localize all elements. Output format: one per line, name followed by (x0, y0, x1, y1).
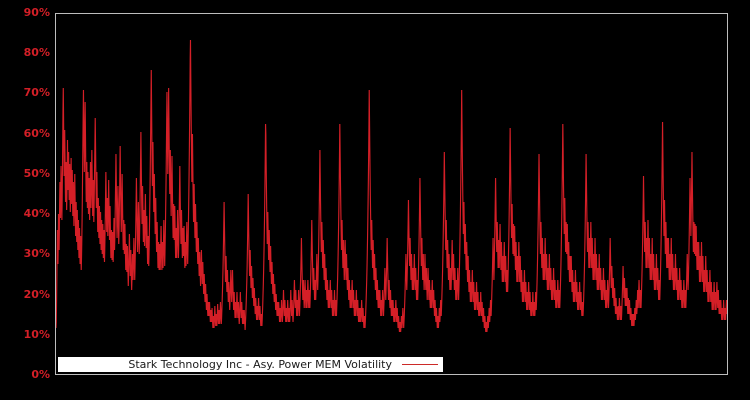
y-tick-label: 60% (23, 126, 50, 140)
y-tick-label: 80% (23, 46, 50, 60)
volatility-series-svg (56, 39, 727, 333)
volatility-series-line (56, 39, 727, 333)
y-tick-label: 10% (23, 327, 50, 341)
y-tick-label: 0% (31, 368, 50, 381)
legend-label: Stark Technology Inc - Asy. Power MEM Vo… (128, 358, 392, 371)
legend-line-swatch (402, 364, 438, 365)
y-tick-label: 20% (23, 287, 50, 301)
y-tick-label: 70% (23, 86, 50, 100)
plot-area (55, 13, 728, 375)
y-tick-label: 40% (23, 207, 50, 221)
y-tick-label: 50% (23, 166, 50, 180)
chart-legend: Stark Technology Inc - Asy. Power MEM Vo… (58, 357, 443, 372)
y-tick-label: 90% (23, 6, 50, 19)
y-tick-label: 30% (23, 247, 50, 261)
